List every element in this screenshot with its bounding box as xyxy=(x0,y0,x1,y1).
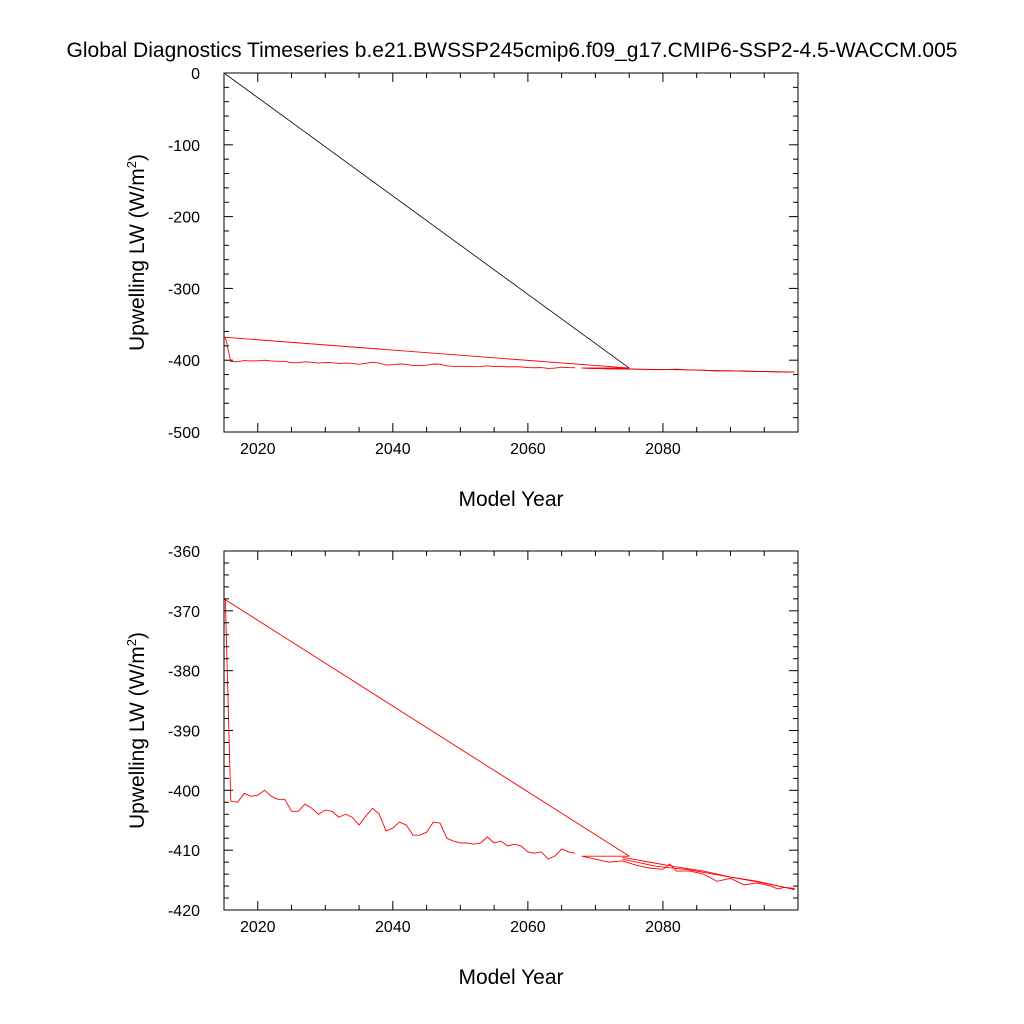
bottom-panel: 2020 2040 2060 2080 -360 -370 -380 -390 -400 -410… xyxy=(124,544,799,989)
top-panel-frame xyxy=(223,72,799,433)
top-panel-y-tick-label: -300 xyxy=(168,281,200,298)
bottom-panel-y-tick-label: -360 xyxy=(168,544,200,561)
top-panel-x-tick-label: 2040 xyxy=(375,441,411,458)
bottom-panel-y-axis-title: Upwelling LW (W/m2) xyxy=(124,632,149,829)
bottom-panel-y-tick-label: -370 xyxy=(168,604,200,621)
top-panel-series xyxy=(223,72,795,373)
top-panel-x-tick-label: 2060 xyxy=(510,441,546,458)
bottom-panel-x-tick-label: 2020 xyxy=(240,919,276,936)
top-panel-series-line-2 xyxy=(223,336,795,373)
figure-title: Global Diagnostics Timeseries b.e21.BWSS… xyxy=(67,39,958,62)
bottom-panel-ticks: 2020 2040 2060 2080 -360 -370 -380 -390 -400 -410… xyxy=(168,544,799,936)
bottom-panel-x-tick-label: 2060 xyxy=(510,919,546,936)
bottom-panel-y-tick-label: -420 xyxy=(168,903,200,920)
bottom-panel-x-tick-label: 2040 xyxy=(375,919,411,936)
top-panel-y-axis-title: Upwelling LW (W/m2) xyxy=(124,154,149,351)
bottom-panel-x-axis-title: Model Year xyxy=(458,966,563,989)
bottom-panel-series xyxy=(223,598,795,891)
top-panel-ticks: 2020 2040 2060 2080 0 -100 -200 -300 -400 -500 xyxy=(168,66,799,458)
top-panel-y-tick-label: -400 xyxy=(168,353,200,370)
top-panel-x-tick-label: 2080 xyxy=(645,441,681,458)
bottom-panel-frame xyxy=(223,550,799,911)
top-panel-y-tick-label: -100 xyxy=(168,138,200,155)
bottom-panel-series-line-3 xyxy=(622,858,795,891)
top-panel-series-line-0 xyxy=(223,72,795,373)
bottom-panel-series-line-1 xyxy=(223,598,795,890)
bottom-panel-y-tick-label: -380 xyxy=(168,664,200,681)
top-panel-series-line-1 xyxy=(224,337,576,369)
bottom-panel-series-line-0 xyxy=(224,598,576,860)
bottom-panel-y-tick-label: -410 xyxy=(168,843,200,860)
top-panel-x-tick-label: 2020 xyxy=(240,441,276,458)
top-panel-y-tick-label: -200 xyxy=(168,210,200,227)
top-panel: 2020 2040 2060 2080 0 -100 -200 -300 -400 -500 Mo… xyxy=(124,66,799,511)
bottom-panel-y-tick-label: -390 xyxy=(168,724,200,741)
bottom-panel-x-tick-label: 2080 xyxy=(645,919,681,936)
top-panel-y-tick-label: -500 xyxy=(168,425,200,442)
bottom-panel-y-tick-label: -400 xyxy=(168,783,200,800)
top-panel-x-axis-title: Model Year xyxy=(458,488,563,511)
top-panel-y-tick-label: 0 xyxy=(191,66,200,83)
